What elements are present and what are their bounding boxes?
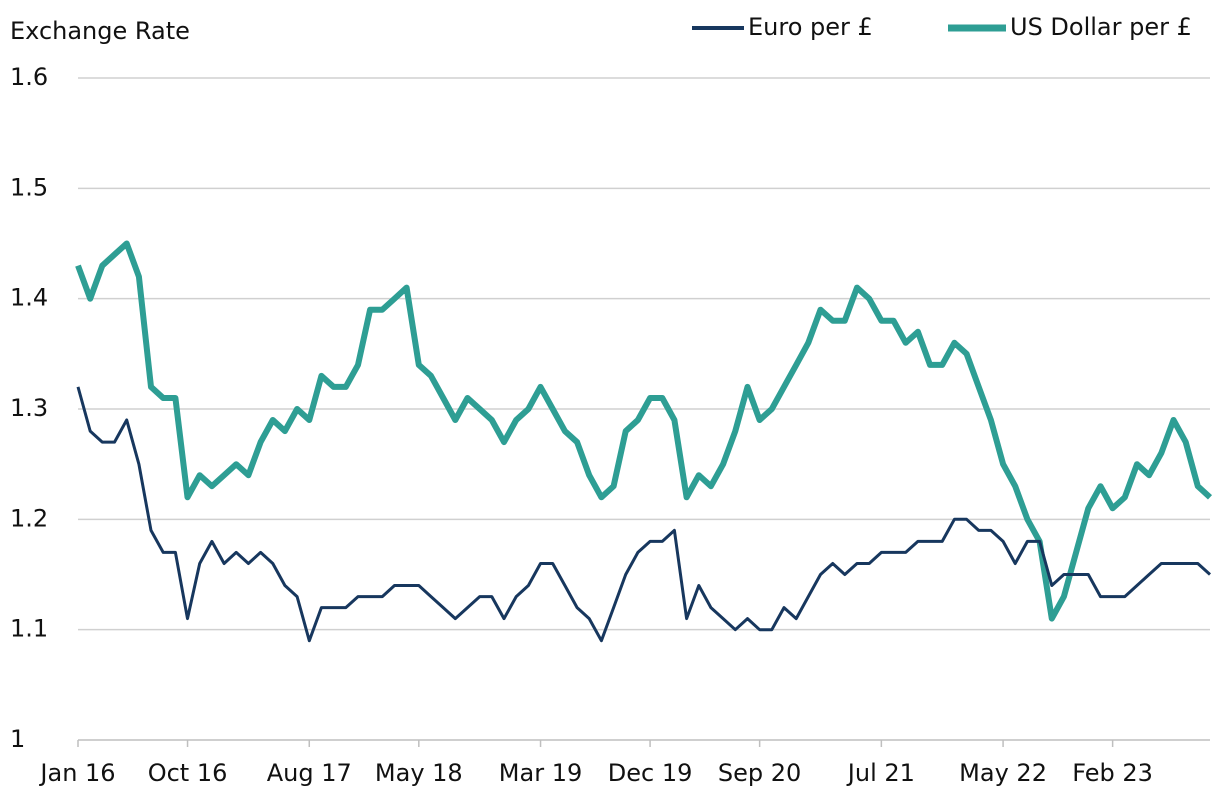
x-tick-label: May 22	[959, 759, 1047, 787]
x-tick-label: Feb 23	[1072, 759, 1153, 787]
y-tick-label: 1.1	[10, 615, 48, 643]
x-tick-label: Sep 20	[718, 759, 801, 787]
y-tick-label: 1.2	[10, 504, 48, 532]
x-tick-label: Jul 21	[846, 759, 915, 787]
x-tick-label: Mar 19	[499, 759, 582, 787]
x-tick-label: Dec 19	[608, 759, 693, 787]
x-tick-label: Oct 16	[148, 759, 228, 787]
y-tick-label: 1.3	[10, 394, 48, 422]
series-line	[76, 386, 1212, 643]
legend-label: US Dollar per £	[1010, 13, 1192, 41]
y-tick-label: 1.6	[10, 63, 48, 91]
series-line	[75, 240, 1213, 622]
legend-label: Euro per £	[748, 13, 873, 41]
y-axis-label: Exchange Rate	[10, 17, 190, 45]
x-tick-label: Aug 17	[267, 759, 352, 787]
x-tick-label: Jan 16	[38, 759, 115, 787]
y-tick-label: 1	[10, 725, 25, 753]
y-tick-label: 1.4	[10, 284, 48, 312]
x-tick-label: May 18	[375, 759, 463, 787]
y-tick-label: 1.5	[10, 173, 48, 201]
